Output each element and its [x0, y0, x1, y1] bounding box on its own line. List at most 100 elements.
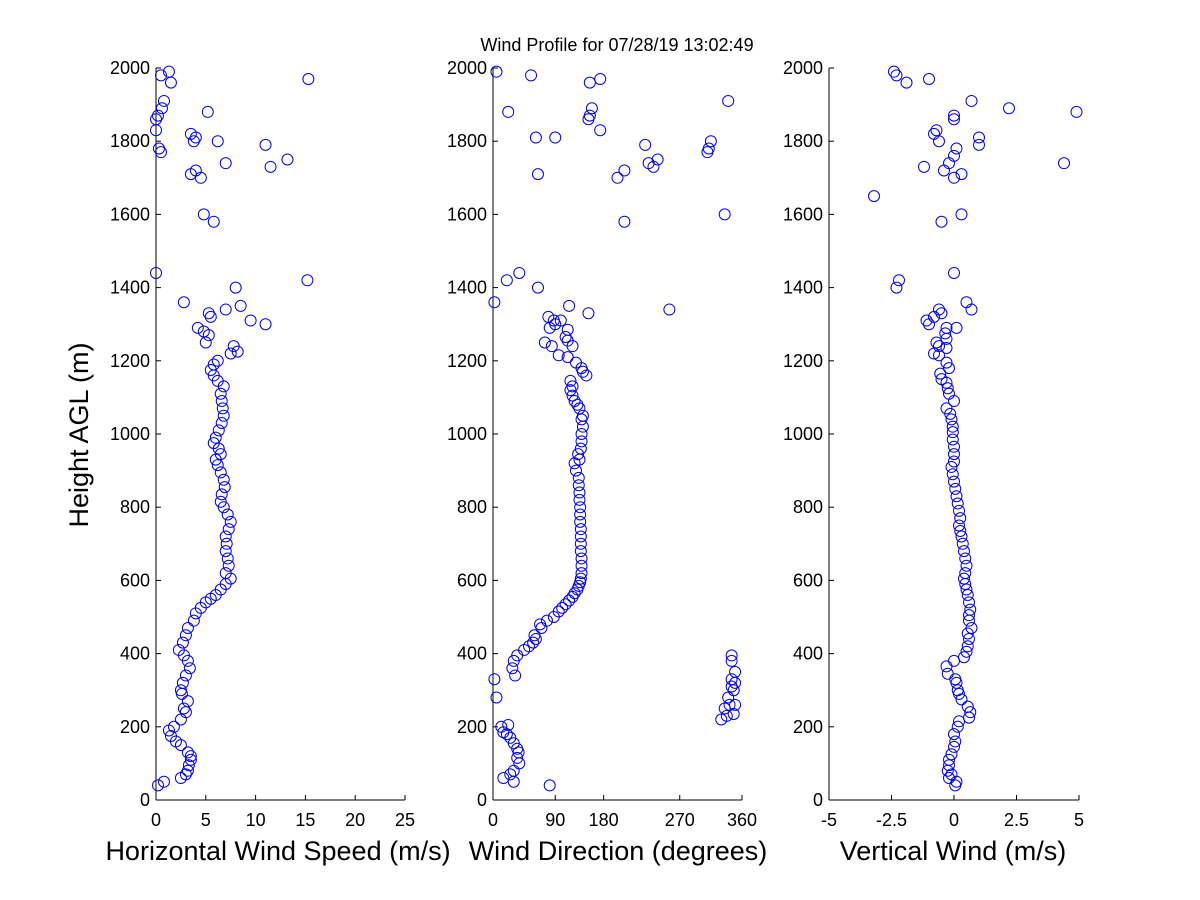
- horizontal-wind-speed-panel: 0 200 400 600 800 1000 1200 1400 1600 1800 2000 0 5 1…: [105, 58, 450, 866]
- data-point: [948, 266, 960, 279]
- data-point: [960, 559, 973, 572]
- data-point: [958, 545, 970, 558]
- data-point: [215, 488, 228, 501]
- y-tick-label: 2000: [447, 58, 487, 78]
- data-point: [554, 314, 567, 327]
- data-point: [568, 395, 581, 408]
- data-point: [570, 356, 582, 369]
- data-point: [574, 508, 587, 521]
- vertical-wind-panel: 0 200 400 600 800 1000 1200 1400 1600 1800 2000 -5 -…: [783, 58, 1084, 866]
- data-point: [964, 706, 977, 719]
- x-axis-label: Wind Direction (degrees): [469, 836, 768, 866]
- data-point: [948, 654, 960, 667]
- x-tick-label: 360: [727, 810, 757, 830]
- y-tick-label: 600: [457, 570, 487, 590]
- data-point: [227, 340, 240, 353]
- x-tick-label: 5: [1074, 810, 1084, 830]
- data-point: [945, 460, 958, 473]
- data-point: [953, 504, 965, 517]
- data-point: [488, 673, 501, 686]
- x-tick-label: 0: [488, 810, 498, 830]
- data-point: [574, 545, 587, 558]
- y-tick-label: 0: [477, 790, 487, 810]
- y-tick-label: 1200: [783, 351, 823, 371]
- wind-direction-panel: 0 200 400 600 800 1000 1200 1400 1600 1800 2000 0 90…: [447, 58, 767, 866]
- data-point: [151, 109, 164, 122]
- data-point: [575, 559, 588, 572]
- data-point: [219, 157, 232, 170]
- y-axis-label: Height AGL (m): [64, 342, 94, 527]
- data-point: [531, 168, 544, 181]
- data-point: [151, 779, 164, 792]
- x-tick-label: 90: [545, 810, 565, 830]
- data-point: [702, 142, 715, 155]
- y-tick-label: 1800: [783, 131, 823, 151]
- y-tick-label: 0: [140, 790, 150, 810]
- data-point: [214, 466, 227, 479]
- x-tick-label: 2.5: [1004, 810, 1029, 830]
- y-tick-label: 600: [793, 570, 823, 590]
- data-point: [594, 124, 607, 137]
- data-point: [528, 629, 541, 642]
- data-point: [488, 296, 501, 309]
- data-point: [490, 65, 503, 78]
- y-tick-label: 2000: [110, 58, 150, 78]
- y-tick-label: 1600: [783, 204, 823, 224]
- data-point: [184, 750, 197, 763]
- data-point: [184, 168, 197, 181]
- data-point: [220, 537, 233, 550]
- data-point: [888, 65, 900, 78]
- data-point: [222, 559, 235, 572]
- data-point: [923, 72, 935, 85]
- data-point: [182, 759, 195, 772]
- data-point: [176, 636, 189, 649]
- data-point: [164, 729, 177, 742]
- x-tick-label: 0: [151, 810, 161, 830]
- data-point: [723, 698, 736, 711]
- data-point: [219, 545, 232, 558]
- data-point: [933, 135, 945, 148]
- data-point: [214, 387, 227, 400]
- data-point: [933, 303, 945, 316]
- data-point: [202, 307, 215, 320]
- x-tick-label: -2.5: [876, 810, 907, 830]
- data-point: [571, 398, 584, 411]
- x-tick-label: 270: [665, 810, 695, 830]
- data-point: [566, 380, 579, 393]
- data-point: [174, 739, 187, 752]
- data-point: [490, 691, 503, 704]
- data-point: [176, 676, 189, 689]
- data-point: [522, 640, 535, 653]
- data-point: [207, 358, 220, 371]
- data-point: [950, 321, 963, 334]
- data-point: [179, 629, 192, 642]
- y-tick-label: 1000: [110, 424, 150, 444]
- data-point: [538, 336, 551, 349]
- y-tick-label: 400: [120, 644, 150, 664]
- data-point: [890, 69, 903, 82]
- y-tick-label: 2000: [783, 58, 823, 78]
- data-point: [194, 171, 207, 184]
- data-point: [189, 131, 202, 144]
- data-point: [965, 94, 978, 107]
- data-point: [177, 296, 190, 309]
- data-point: [639, 138, 652, 151]
- y-tick-label: 1000: [783, 424, 823, 444]
- data-point: [575, 552, 588, 565]
- data-point: [174, 684, 187, 697]
- x-tick-label: 180: [589, 810, 619, 830]
- data-point: [722, 94, 735, 107]
- y-tick-label: 600: [120, 570, 150, 590]
- data-point: [920, 314, 933, 327]
- data-point: [224, 347, 237, 360]
- data-point: [207, 437, 220, 450]
- y-tick-label: 400: [793, 644, 823, 664]
- data-point: [212, 424, 225, 437]
- data-point: [234, 299, 247, 312]
- data-point: [943, 362, 955, 375]
- data-point: [189, 164, 202, 177]
- data-point: [177, 702, 190, 715]
- y-tick-label: 1600: [447, 204, 487, 224]
- data-point: [527, 636, 540, 649]
- data-point: [545, 340, 558, 353]
